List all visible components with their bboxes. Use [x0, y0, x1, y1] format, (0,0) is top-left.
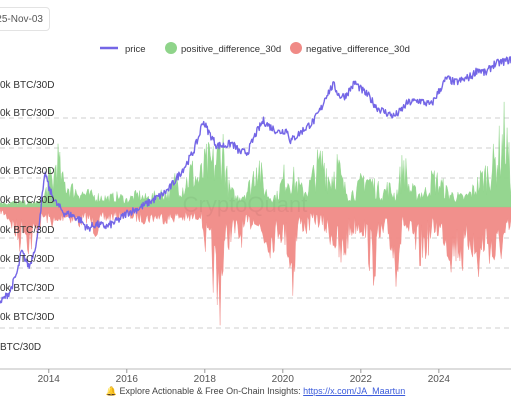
y-tick-label: 0k BTC/30D [0, 225, 54, 236]
date-range-badge[interactable]: 25-Nov-03 [0, 7, 50, 31]
x-tick-label: 2014 [38, 374, 61, 384]
pos-area-path [0, 101, 511, 208]
x-tick-label: 2018 [194, 374, 217, 384]
legend-negative_difference_30d-marker [290, 42, 302, 54]
price-line [0, 56, 511, 304]
y-tick-label: 0k BTC/30D [0, 195, 54, 206]
x-tick-label: 2020 [272, 374, 295, 384]
negative-difference-area [0, 206, 511, 326]
y-tick-label: 0k BTC/30D [0, 80, 54, 91]
x-tick-label: 2024 [428, 374, 451, 384]
legend-negative_difference_30d-label: negative_difference_30d [306, 44, 410, 55]
y-tick-label: 0k BTC/30D [0, 166, 54, 177]
legend: price positive_difference_30d negative_dif… [100, 42, 410, 55]
x-tick-label: 2016 [116, 374, 139, 384]
neg-area-path [0, 206, 511, 326]
y-tick-label: 0k BTC/30D [0, 283, 54, 294]
footer-link[interactable]: https://x.com/JA_Maartun [303, 386, 406, 396]
legend-positive_difference_30d-marker [165, 42, 177, 54]
y-tick-label: 0k BTC/30D [0, 137, 54, 148]
legend-price-label: price [125, 44, 146, 55]
chart: price positive_difference_30d negative_dif… [0, 42, 511, 384]
y-tick-label: 0k BTC/30D [0, 108, 54, 119]
legend-positive_difference_30d-label: positive_difference_30d [181, 44, 281, 55]
positive-difference-area [0, 101, 511, 208]
footer: 🔔 Explore Actionable & Free On-Chain Ins… [0, 386, 511, 397]
watermark: CryptoQuant [183, 192, 308, 217]
y-tick-label: 0k BTC/30D [0, 254, 54, 265]
x-axis-labels: 2014 2016 2018 2020 2022 2024 [0, 368, 511, 384]
y-tick-label: BTC/30D [0, 342, 41, 353]
y-tick-label: 0k BTC/30D [0, 312, 54, 323]
price-line-group [0, 56, 511, 304]
y-axis-labels: 0k BTC/30D 0k BTC/30D 0k BTC/30D 0k BTC/30D… [0, 80, 54, 353]
x-tick-label: 2022 [350, 374, 373, 384]
footer-text: Explore Actionable & Free On-Chain Insig… [119, 386, 301, 396]
bell-icon: 🔔 [105, 386, 118, 396]
